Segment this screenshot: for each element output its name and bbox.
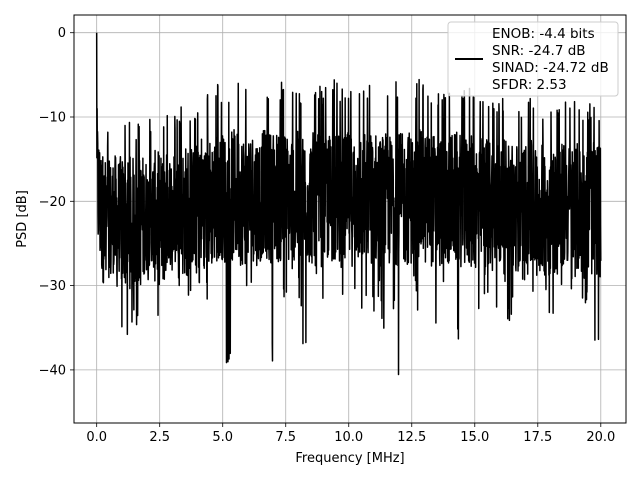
legend-line-sfdr: SFDR: 2.53: [492, 77, 567, 93]
x-tick-label: 20.0: [586, 430, 615, 445]
y-tick-label: −10: [39, 111, 66, 126]
x-tick-label: 5.0: [212, 430, 233, 445]
x-axis-ticks: 0.0 2.5 5.0 7.5 10.0 12.5 15.0 17.5 20.0: [86, 423, 615, 445]
legend: ENOB: -4.4 bits SNR: -24.7 dB SINAD: -24…: [447, 21, 619, 97]
x-tick-label: 12.5: [397, 430, 426, 445]
x-tick-label: 7.5: [275, 430, 296, 445]
y-tick-label: −40: [39, 363, 66, 378]
y-tick-label: 0: [58, 26, 66, 41]
x-tick-label: 10.0: [334, 430, 363, 445]
x-axis-label: Frequency [MHz]: [295, 451, 404, 466]
x-tick-label: 17.5: [523, 430, 552, 445]
legend-box: [447, 21, 619, 97]
psd-trace: [95, 32, 602, 376]
plot-frame: [73, 14, 627, 424]
y-tick-label: −20: [39, 195, 66, 210]
x-tick-label: 0.0: [86, 430, 107, 445]
psd-line: [95, 32, 602, 376]
x-tick-label: 2.5: [149, 430, 170, 445]
y-axis-label: PSD [dB]: [15, 190, 30, 248]
y-tick-label: −30: [39, 279, 66, 294]
y-axis-ticks: 0 −10 −20 −30 −40: [39, 26, 74, 378]
legend-line-snr: SNR: -24.7 dB: [492, 43, 586, 59]
legend-line-enob: ENOB: -4.4 bits: [492, 26, 595, 42]
x-tick-label: 15.0: [460, 430, 489, 445]
legend-line-sinad: SINAD: -24.72 dB: [492, 60, 609, 76]
